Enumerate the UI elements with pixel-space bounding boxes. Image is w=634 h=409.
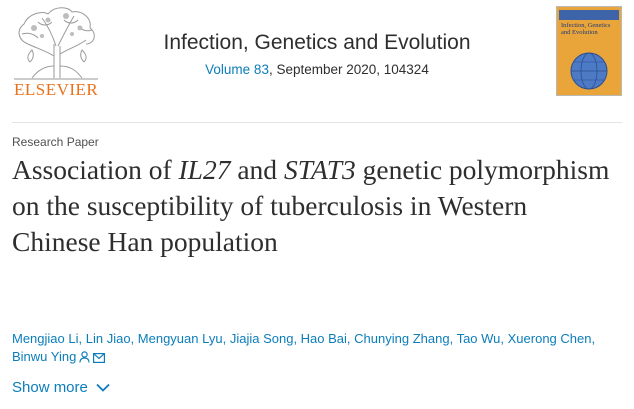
article-title: Association of IL27 and STAT3 genetic po… xyxy=(12,152,612,260)
journal-cover-image[interactable]: Infection, Genetics and Evolution xyxy=(556,6,622,96)
corresponding-author-link[interactable]: Binwu Ying xyxy=(12,349,77,364)
show-more-label: Show more xyxy=(12,379,88,396)
author-separator: , xyxy=(130,331,138,346)
journal-header: ELSEVIER Infection, Genetics and Evoluti… xyxy=(0,0,634,122)
header-divider xyxy=(12,122,622,123)
journal-title-link[interactable]: Infection, Genetics and Evolution xyxy=(163,31,471,54)
cover-title: Infection, Genetics and Evolution xyxy=(561,22,611,36)
elsevier-logo[interactable] xyxy=(8,4,104,112)
article-type: Research Paper xyxy=(12,135,99,149)
globe-icon xyxy=(570,52,608,90)
author-separator: , xyxy=(449,331,457,346)
title-part-3: genetic polymorphism on the susceptibili… xyxy=(12,154,610,257)
author-link[interactable]: Jiajia Song xyxy=(229,331,294,346)
title-part-2: and xyxy=(230,154,284,185)
title-part-1: Association of xyxy=(12,154,179,185)
author-separator: , xyxy=(222,331,230,346)
mail-icon[interactable] xyxy=(93,350,106,368)
chevron-down-icon xyxy=(96,383,110,392)
author-link[interactable]: Mengjiao Li xyxy=(12,331,79,346)
author-separator: , xyxy=(591,331,596,346)
author-link[interactable]: Chunying Zhang xyxy=(354,331,450,346)
author-list: Mengjiao Li, Lin Jiao, Mengyuan Lyu, Jia… xyxy=(12,330,624,368)
author-link[interactable]: Mengyuan Lyu xyxy=(137,331,223,346)
author-separator: , xyxy=(293,331,301,346)
show-more-button[interactable]: Show more xyxy=(12,379,110,396)
gene-il27: IL27 xyxy=(178,154,231,185)
author-link[interactable]: Lin Jiao xyxy=(85,331,131,346)
publisher-name: ELSEVIER xyxy=(14,80,99,99)
tree-of-knowledge-icon xyxy=(14,7,98,80)
issue-details: , September 2020, 104324 xyxy=(268,62,429,77)
author-link[interactable]: Xuerong Chen xyxy=(507,331,592,346)
author-separator: , xyxy=(78,331,86,346)
author-link[interactable]: Hao Bai xyxy=(300,331,347,346)
person-icon[interactable] xyxy=(79,350,90,368)
issue-line: Volume 83, September 2020, 104324 xyxy=(0,62,634,77)
gene-stat3: STAT3 xyxy=(283,154,356,185)
author-separator: , xyxy=(346,331,355,346)
author-separator: , xyxy=(500,331,508,346)
volume-link[interactable]: Volume 83 xyxy=(205,62,269,77)
cover-band xyxy=(559,10,619,20)
author-link[interactable]: Tao Wu xyxy=(456,331,501,346)
